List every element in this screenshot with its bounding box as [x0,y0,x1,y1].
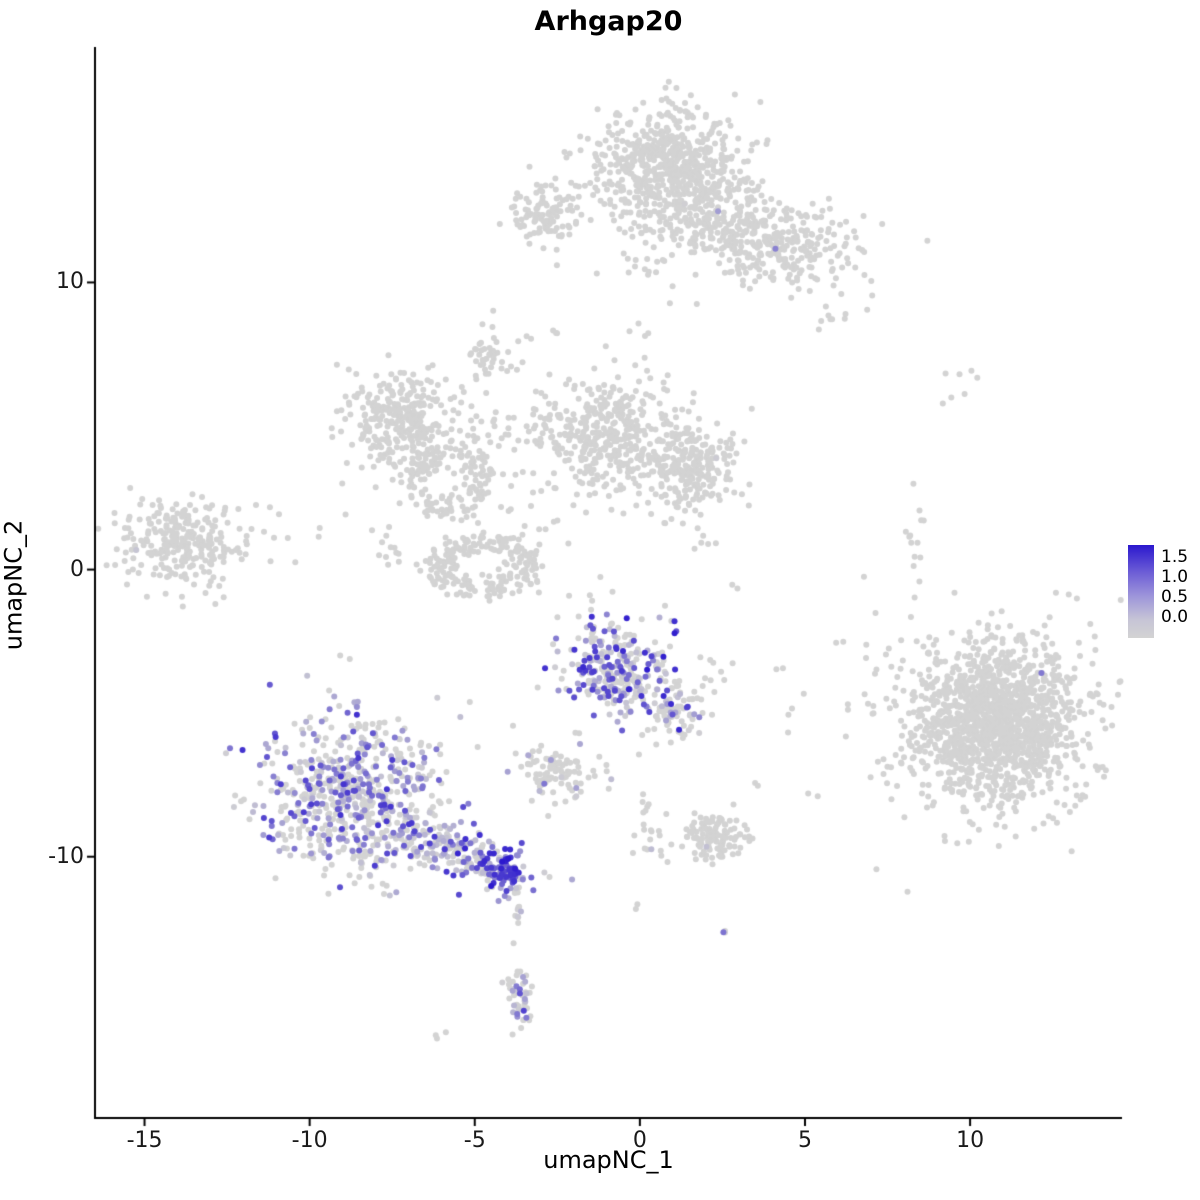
legend-tick-label: 0.0 [1161,607,1189,627]
legend-tick-label: 1.5 [1161,547,1189,567]
y-tick-label: 10 [56,269,84,295]
legend-tick-label: 1.0 [1161,567,1189,587]
x-tick-label: -5 [463,1128,486,1153]
x-tick-label: 10 [956,1128,985,1153]
legend-colorbar-gradient [1128,545,1154,638]
legend-tick-label: 0.5 [1161,587,1189,607]
x-tick-label: 5 [797,1128,812,1153]
x-tick-label: -10 [291,1128,328,1153]
x-axis-title: umapNC_1 [543,1146,674,1174]
y-tick-label: -10 [48,843,84,869]
x-tick-label: 0 [632,1128,647,1153]
y-tick-label: 0 [70,556,84,582]
y-axis-title: umapNC_2 [0,519,28,651]
plot-title: Arhgap20 [534,6,683,37]
x-tick-label: -15 [126,1128,163,1153]
color-legend: 1.5 1.0 0.5 0.0 [1128,545,1198,640]
